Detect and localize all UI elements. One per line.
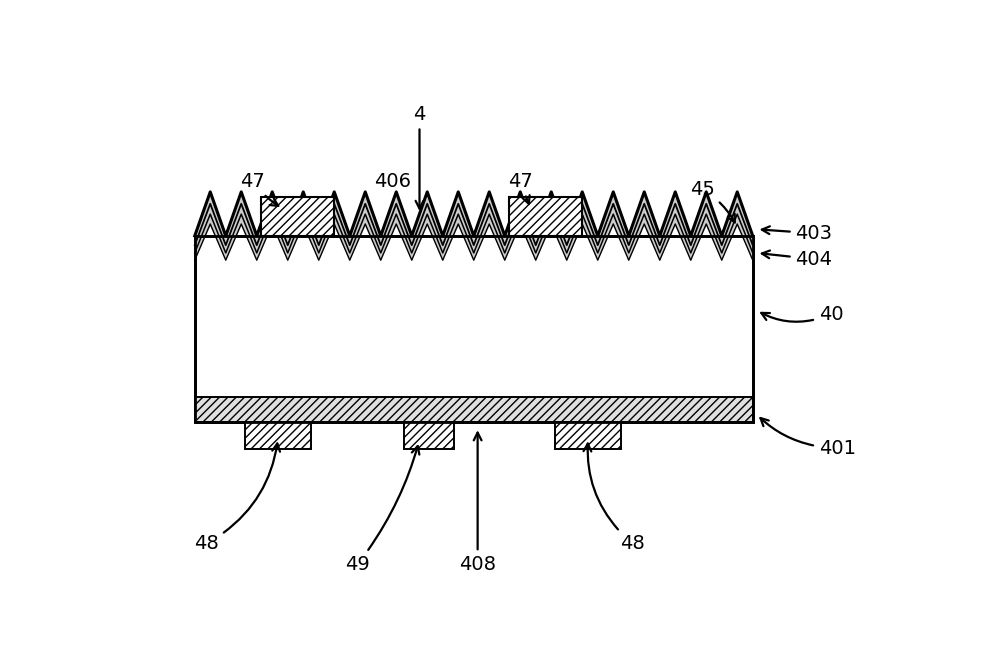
Text: 45: 45 [690,180,735,222]
Text: 48: 48 [584,444,645,553]
Bar [195,236,753,422]
Bar [509,197,582,236]
Bar [195,236,753,422]
Text: 49: 49 [345,446,419,574]
Bar [404,422,454,449]
Text: 47: 47 [240,172,278,206]
Bar [195,397,753,422]
Bar [245,422,311,449]
Polygon shape [195,192,753,260]
Text: 47: 47 [508,172,533,204]
Text: 404: 404 [762,250,832,269]
Text: 48: 48 [194,444,280,553]
Bar [555,422,621,449]
Text: 408: 408 [459,433,496,574]
Text: 4: 4 [413,105,426,208]
Text: 401: 401 [760,418,856,458]
Text: 40: 40 [761,304,843,324]
Text: 403: 403 [762,224,832,243]
Bar [261,197,334,236]
Text: 406: 406 [374,172,411,191]
